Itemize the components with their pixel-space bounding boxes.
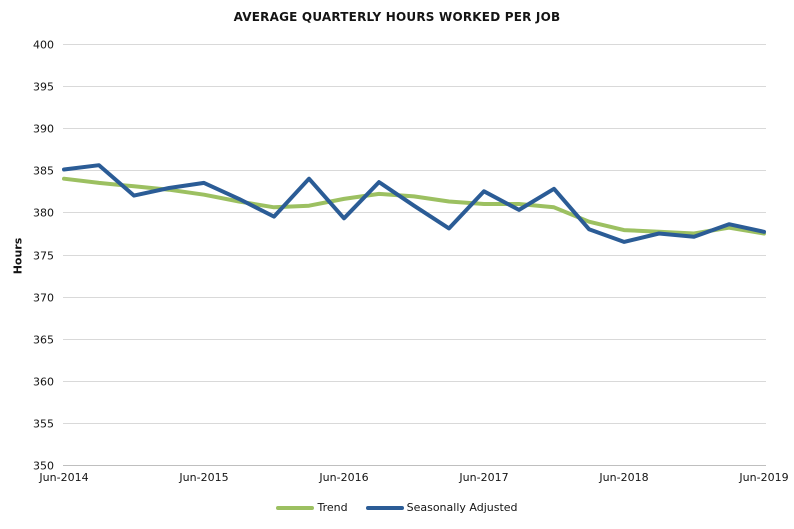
trend-line-swatch [276, 505, 315, 510]
y-tick-label: 355 [33, 418, 54, 431]
y-tick-label: 370 [33, 292, 54, 305]
series-line-trend [62, 176, 766, 236]
x-tick-label: Jun-2019 [738, 471, 788, 484]
y-tick-label: 375 [33, 250, 54, 263]
y-tick-label: 365 [33, 334, 54, 347]
y-tick-label: 380 [33, 207, 54, 220]
x-tick-label: Jun-2014 [38, 471, 88, 484]
legend-label-seasonally-adjusted: Seasonally Adjusted [406, 501, 518, 514]
legend-item-seasonally-adjusted: Seasonally Adjusted [365, 501, 518, 514]
y-tick-label: 400 [33, 39, 54, 52]
y-tick-label: 360 [33, 376, 54, 389]
chart-title: AVERAGE QUARTERLY HOURS WORKED PER JOB [233, 10, 561, 24]
x-tick-label: Jun-2015 [178, 471, 228, 484]
x-tick-label: Jun-2016 [318, 471, 368, 484]
y-tick-label: 395 [33, 81, 54, 94]
y-tick-label: 385 [33, 165, 54, 178]
y-tick-label: 390 [33, 123, 54, 136]
seasonally-adjusted-line-swatch [365, 505, 404, 510]
y-tick-label: 350 [33, 460, 54, 473]
legend-label-trend: Trend [317, 501, 348, 514]
x-tick-label: Jun-2017 [458, 471, 508, 484]
chart-legend: Trend Seasonally Adjusted [0, 501, 794, 514]
x-tick-label: Jun-2018 [598, 471, 648, 484]
series-line-seasonally-adjusted [62, 163, 766, 244]
legend-item-trend: Trend [276, 501, 348, 514]
